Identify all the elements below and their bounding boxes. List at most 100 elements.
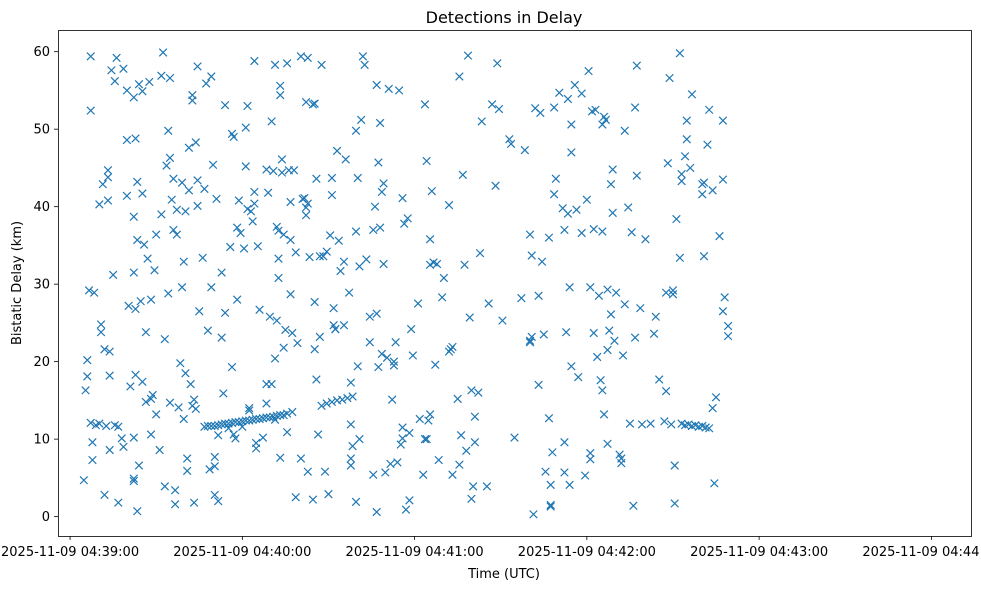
data-point — [355, 262, 364, 271]
data-point — [455, 72, 464, 81]
data-point — [598, 386, 607, 395]
data-point — [603, 439, 612, 449]
data-point — [336, 266, 345, 276]
data-point — [315, 252, 325, 261]
data-point — [274, 254, 283, 263]
data-point — [164, 289, 173, 298]
data-point — [355, 434, 364, 444]
data-point — [131, 370, 140, 380]
data-point — [589, 328, 598, 338]
data-point — [596, 376, 605, 385]
data-point — [138, 189, 147, 198]
data-point — [420, 100, 430, 109]
data-point — [393, 458, 402, 467]
data-point — [718, 175, 728, 184]
data-point — [182, 466, 192, 476]
data-point — [95, 419, 104, 428]
data-point — [286, 235, 295, 245]
data-point — [327, 190, 337, 200]
data-point — [281, 325, 290, 335]
data-point — [670, 461, 679, 470]
data-point — [463, 51, 473, 60]
data-point — [100, 345, 109, 354]
data-point — [379, 179, 388, 188]
data-point — [491, 181, 500, 190]
y-tick-label: 50 — [33, 123, 50, 138]
data-point — [310, 99, 319, 108]
data-point — [506, 139, 516, 149]
data-point — [618, 351, 628, 360]
data-point — [675, 253, 685, 263]
data-point — [110, 76, 120, 86]
data-point — [229, 132, 238, 142]
data-point — [205, 465, 214, 474]
data-point — [398, 423, 407, 432]
data-point — [708, 403, 717, 413]
data-point — [346, 454, 356, 463]
data-point — [637, 420, 647, 429]
data-point — [398, 434, 407, 443]
data-point — [270, 60, 280, 70]
data-point — [627, 228, 636, 237]
data-point — [711, 393, 721, 402]
data-point — [319, 252, 328, 261]
data-point — [723, 331, 733, 341]
data-point — [103, 196, 113, 205]
data-point — [312, 174, 321, 184]
data-point — [160, 482, 170, 491]
data-point — [158, 48, 168, 57]
data-point — [375, 118, 385, 128]
plot-frame — [58, 30, 972, 537]
data-point — [525, 338, 535, 347]
data-point — [155, 445, 164, 455]
data-point — [408, 351, 418, 360]
data-point — [672, 214, 681, 224]
data-point — [253, 241, 263, 251]
data-point — [241, 123, 250, 132]
data-point — [591, 105, 600, 115]
data-point — [189, 395, 199, 404]
data-point — [534, 291, 543, 301]
data-point — [170, 500, 180, 509]
data-point — [365, 312, 375, 321]
data-point — [322, 399, 331, 408]
data-point — [296, 454, 306, 463]
data-point — [348, 392, 357, 401]
data-point — [96, 327, 106, 337]
data-point — [651, 312, 660, 321]
data-point — [331, 324, 340, 334]
data-point — [186, 379, 195, 389]
data-point — [129, 212, 139, 221]
data-point — [315, 332, 325, 342]
data-point — [448, 342, 457, 352]
data-point — [527, 332, 536, 342]
data-point — [103, 173, 113, 182]
data-point — [339, 321, 349, 330]
data-point — [275, 410, 285, 420]
data-point — [207, 421, 216, 431]
data-point — [182, 454, 192, 463]
data-point — [310, 345, 319, 354]
data-point — [231, 434, 240, 443]
data-point — [667, 420, 676, 429]
data-point — [400, 219, 409, 228]
data-point — [275, 453, 285, 462]
data-point — [133, 235, 142, 245]
data-point — [193, 201, 202, 211]
x-tick-label: 2025-11-09 04:40:00 — [173, 545, 311, 560]
data-point — [348, 441, 357, 451]
data-point — [660, 417, 669, 426]
data-point — [303, 199, 313, 208]
data-point — [710, 479, 719, 488]
data-point — [458, 170, 468, 180]
data-point — [86, 418, 95, 428]
data-point — [329, 303, 338, 313]
data-point — [286, 290, 295, 299]
data-point — [172, 230, 182, 239]
data-point — [620, 300, 629, 309]
data-point — [544, 413, 554, 423]
data-point — [291, 248, 300, 257]
data-point — [649, 329, 659, 338]
data-point — [143, 254, 152, 263]
data-point — [325, 231, 335, 240]
